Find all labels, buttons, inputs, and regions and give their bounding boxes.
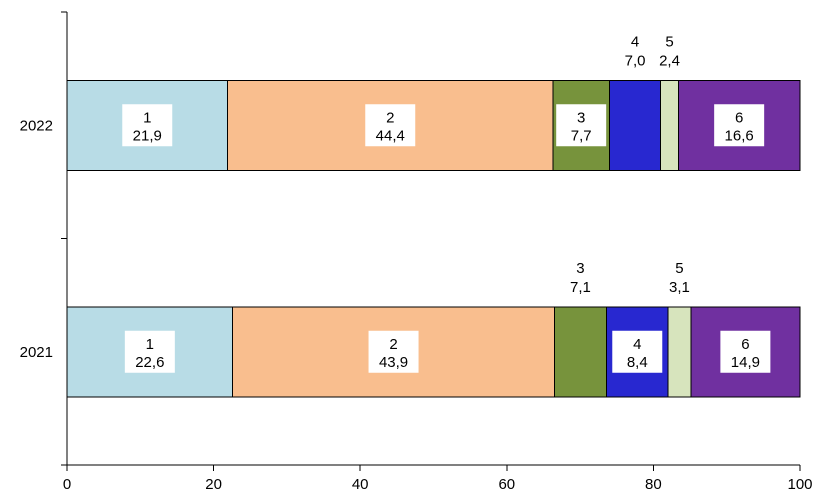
- segment-number-label: 6: [735, 109, 743, 126]
- data-value-label: 43,9: [379, 354, 408, 371]
- data-value-label: 7,1: [570, 279, 591, 296]
- data-value-label: 7,7: [571, 127, 592, 144]
- segment-number-label: 6: [741, 336, 749, 353]
- bar-segment: [667, 306, 692, 398]
- data-value-label: 22,6: [135, 354, 164, 371]
- data-value-label: 8,4: [627, 354, 648, 371]
- x-tick-label: 40: [352, 476, 369, 493]
- x-tick-label: 60: [498, 476, 515, 493]
- bar-segment: [608, 79, 662, 171]
- data-value-label: 16,6: [725, 127, 754, 144]
- data-value-label: 2,4: [659, 52, 680, 69]
- bar-segment: [553, 306, 607, 398]
- x-tick-label: 0: [63, 476, 71, 493]
- segment-number-label: 4: [631, 33, 639, 50]
- segment-number-label: 5: [665, 33, 673, 50]
- segment-number-label: 3: [577, 109, 585, 126]
- data-value-label: 44,4: [376, 127, 405, 144]
- data-value-label: 14,9: [731, 354, 760, 371]
- data-value-label: 7,0: [625, 52, 646, 69]
- data-label-box: [714, 104, 765, 147]
- data-label-box: [124, 330, 175, 373]
- segment-number-label: 4: [633, 336, 641, 353]
- y-category-label: 2022: [20, 117, 53, 134]
- bar-segment: [660, 79, 679, 171]
- data-label-box: [556, 104, 607, 147]
- data-value-label: 3,1: [669, 279, 690, 296]
- data-label-box: [720, 330, 771, 373]
- data-label-box: [365, 104, 416, 147]
- segment-number-label: 5: [675, 260, 683, 277]
- x-tick-label: 80: [645, 476, 662, 493]
- data-label-box: [368, 330, 419, 373]
- x-tick-label: 20: [205, 476, 222, 493]
- data-label-box: [122, 104, 173, 147]
- data-label-box: [612, 330, 663, 373]
- segment-number-label: 2: [386, 109, 394, 126]
- segment-number-label: 1: [146, 336, 154, 353]
- segment-number-label: 1: [143, 109, 151, 126]
- data-value-label: 21,9: [133, 127, 162, 144]
- y-category-label: 2021: [20, 344, 53, 361]
- x-tick-label: 100: [787, 476, 812, 493]
- segment-number-label: 3: [576, 260, 584, 277]
- segment-number-label: 2: [389, 336, 397, 353]
